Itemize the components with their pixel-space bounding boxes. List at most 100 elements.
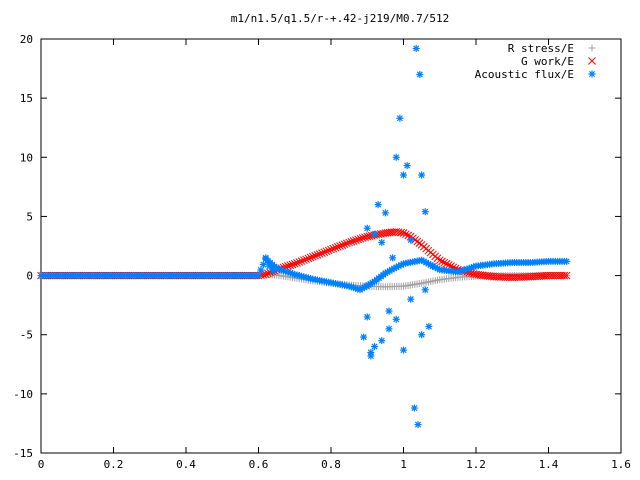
data-point [336, 242, 344, 250]
x-tick-label: 1.6 [611, 458, 631, 471]
data-point [400, 346, 407, 354]
y-tick-label: 15 [20, 92, 33, 105]
data-point [286, 261, 295, 270]
data-point [318, 249, 326, 257]
legend-label: G work/E [521, 55, 574, 68]
data-point [295, 258, 304, 266]
chart-title: m1/n1.5/q1.5/r-+.42-j219/M0.7/512 [231, 12, 450, 25]
data-point [403, 162, 411, 170]
data-point [329, 244, 338, 253]
data-point [327, 245, 335, 254]
data-point [349, 237, 358, 245]
data-point [385, 325, 393, 333]
data-point [469, 269, 478, 278]
data-point [397, 228, 405, 237]
data-point [288, 260, 297, 269]
legend-marker [588, 57, 596, 65]
data-point [562, 271, 571, 280]
data-point [313, 251, 322, 259]
data-point [343, 239, 351, 248]
data-point [438, 257, 446, 266]
data-point [563, 257, 571, 265]
data-point [418, 171, 426, 179]
data-point [399, 229, 408, 237]
data-point [361, 233, 369, 242]
data-point [560, 271, 569, 280]
data-point [421, 286, 429, 294]
data-point [396, 114, 404, 122]
data-point [269, 267, 277, 275]
x-tick-label: 1.4 [539, 458, 559, 471]
legend-marker [588, 44, 596, 52]
data-point [320, 248, 329, 257]
y-tick-label: 5 [26, 210, 33, 223]
data-point [400, 171, 407, 179]
data-point [389, 254, 397, 262]
x-tick-label: 0.6 [249, 458, 269, 471]
legend-marker [588, 70, 596, 78]
x-tick-label: 1.2 [466, 458, 486, 471]
data-point [421, 208, 429, 216]
data-point [340, 240, 349, 249]
data-point [297, 257, 306, 265]
data-point [407, 236, 415, 244]
data-point [371, 230, 378, 238]
axes: 0 0.2 0.4 0.6 0.8 1 1.2 1.4 1.6 -15 -10 -5 0 5 10 15 20 [13, 33, 631, 471]
data-point [412, 44, 420, 52]
data-point [262, 254, 270, 262]
data-point [354, 235, 363, 244]
data-point [255, 272, 262, 280]
y-tick-label: -10 [13, 388, 33, 401]
data-point [338, 241, 347, 249]
x-tick-label: 0 [38, 458, 45, 471]
data-point [376, 230, 385, 238]
series-layer [37, 44, 571, 429]
data-point [371, 343, 378, 351]
data-point [425, 322, 433, 330]
data-point [347, 237, 356, 246]
data-point [429, 262, 436, 270]
data-point [311, 251, 319, 260]
data-point [333, 243, 342, 251]
y-tick-label: -15 [13, 447, 33, 460]
data-point [392, 315, 400, 323]
data-point [293, 259, 301, 267]
x-tick-label: 0.8 [321, 458, 341, 471]
data-point [440, 258, 449, 267]
data-point [304, 254, 313, 263]
data-point [435, 256, 444, 265]
y-tick-label: -5 [20, 329, 33, 342]
x-tick-label: 0.4 [176, 458, 196, 471]
legend-label: Acoustic flux/E [475, 68, 574, 81]
data-point [345, 238, 353, 247]
data-point [259, 261, 267, 269]
data-point [381, 209, 389, 217]
data-point [302, 255, 310, 264]
data-point [378, 337, 386, 345]
data-point [324, 246, 333, 255]
data-point [374, 201, 382, 209]
data-point [402, 230, 410, 239]
data-point [363, 232, 372, 241]
series-2 [37, 44, 571, 429]
data-point [352, 236, 360, 245]
data-point [322, 247, 331, 256]
data-point [309, 252, 317, 261]
y-tick-label: 20 [20, 33, 33, 46]
data-point [392, 153, 400, 161]
data-point [414, 421, 422, 429]
y-tick-label: 10 [20, 151, 33, 164]
data-point [299, 256, 308, 265]
data-point [407, 295, 415, 303]
data-point [290, 259, 299, 268]
data-point [358, 234, 367, 242]
data-point [315, 250, 324, 258]
data-point [363, 313, 371, 321]
data-point [331, 243, 340, 252]
data-point [265, 262, 273, 270]
data-point [385, 307, 393, 315]
data-point [367, 348, 375, 356]
data-point [378, 238, 386, 246]
